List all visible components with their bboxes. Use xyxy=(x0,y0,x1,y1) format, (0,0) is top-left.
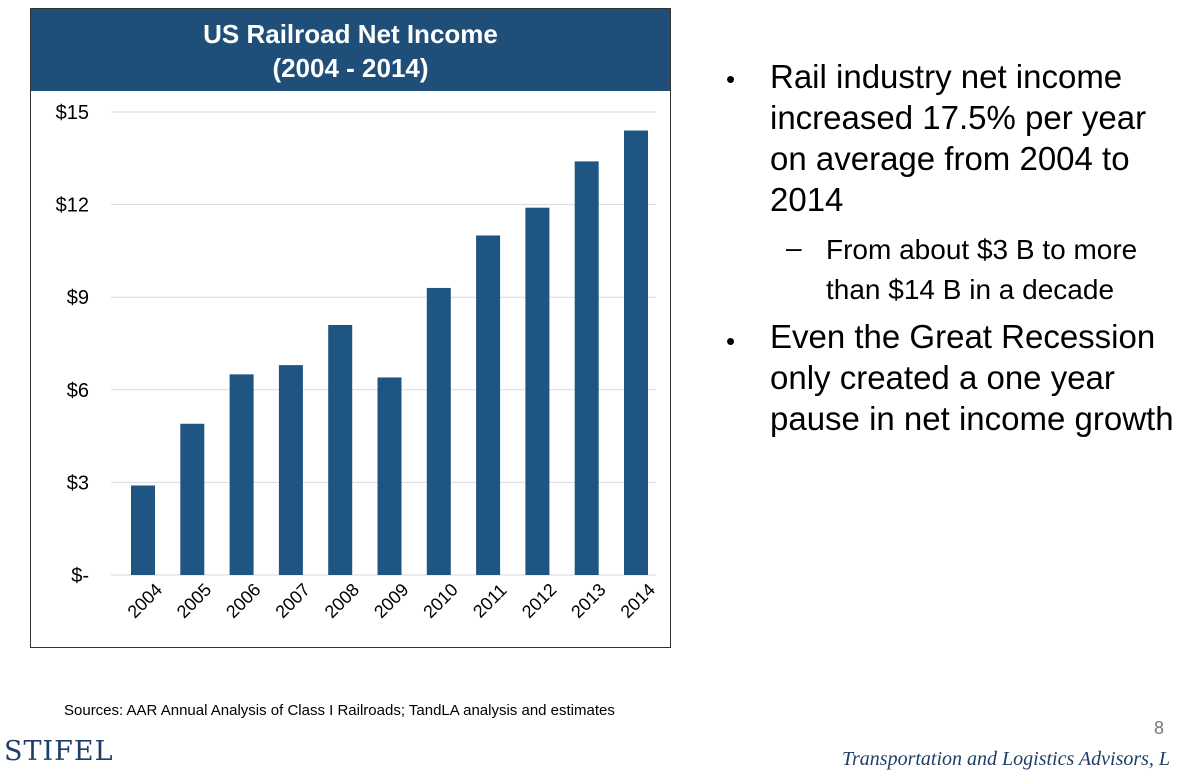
bullet-line: increased 17.5% per year xyxy=(770,99,1147,136)
sub-bullet-line: From about $3 B to more xyxy=(826,234,1138,265)
bullet-dot: • xyxy=(726,64,736,94)
x-tick-label: 2004 xyxy=(124,580,166,622)
x-tick-label: 2010 xyxy=(419,580,461,622)
bar xyxy=(624,130,648,575)
bullet-line: Rail industry net income xyxy=(770,58,1123,95)
bullet-line: 2014 xyxy=(770,181,844,218)
x-tick-label: 2012 xyxy=(518,580,560,622)
sources-note: Sources: AAR Annual Analysis of Class I … xyxy=(64,702,615,719)
y-tick-label: $9 xyxy=(67,287,89,309)
bar xyxy=(229,374,254,575)
chart-subtitle: (2004 - 2014) xyxy=(272,53,429,83)
x-tick-label: 2007 xyxy=(271,580,313,622)
bullet-dot: • xyxy=(726,326,736,356)
bar xyxy=(476,235,501,575)
bullet-line: only created a one year xyxy=(770,359,1115,396)
y-tick-label: $- xyxy=(71,565,89,587)
bar xyxy=(278,365,303,575)
bullet-line: pause in net income growth xyxy=(770,400,1174,437)
x-tick-label: 2006 xyxy=(222,580,264,622)
bullet-item: Even the Great Recession only created a … xyxy=(770,316,1174,439)
sub-bullet-line: than $14 B in a decade xyxy=(826,274,1115,305)
bar xyxy=(574,161,599,576)
bullet-line: Even the Great Recession xyxy=(770,318,1156,355)
page-number: 8 xyxy=(1154,718,1165,738)
bar xyxy=(328,324,353,575)
x-tick-label: 2008 xyxy=(321,580,363,622)
sub-bullet-dash: – xyxy=(786,232,802,263)
bar xyxy=(377,377,402,575)
chart-header: US Railroad Net Income (2004 - 2014) xyxy=(31,9,670,91)
stifel-logo: STIFEL xyxy=(4,736,114,767)
y-tick-label: $12 xyxy=(56,195,89,217)
sub-bullet-item: From about $3 B to more than $14 B in a … xyxy=(826,230,1137,310)
bullet-item: Rail industry net income increased 17.5%… xyxy=(770,56,1146,220)
bullet-line: on average from 2004 to xyxy=(770,140,1130,177)
x-tick-label: 2013 xyxy=(567,580,609,622)
chart-panel: US Railroad Net Income (2004 - 2014) $- $… xyxy=(30,8,671,648)
bar xyxy=(131,485,155,575)
y-tick-label: $6 xyxy=(67,380,89,402)
chart-title: US Railroad Net Income xyxy=(203,19,498,49)
x-tick-label: 2005 xyxy=(173,580,215,622)
y-tick-label: $15 xyxy=(56,102,89,124)
bar xyxy=(180,423,205,575)
footer-tagline: Transportation and Logistics Advisors, L xyxy=(842,748,1171,770)
y-tick-label: $3 xyxy=(67,472,89,494)
bar xyxy=(525,207,550,576)
x-tick-label: 2009 xyxy=(370,580,412,622)
x-tick-label: 2011 xyxy=(469,580,511,622)
x-tick-label: 2014 xyxy=(617,580,659,622)
bar xyxy=(426,287,451,575)
